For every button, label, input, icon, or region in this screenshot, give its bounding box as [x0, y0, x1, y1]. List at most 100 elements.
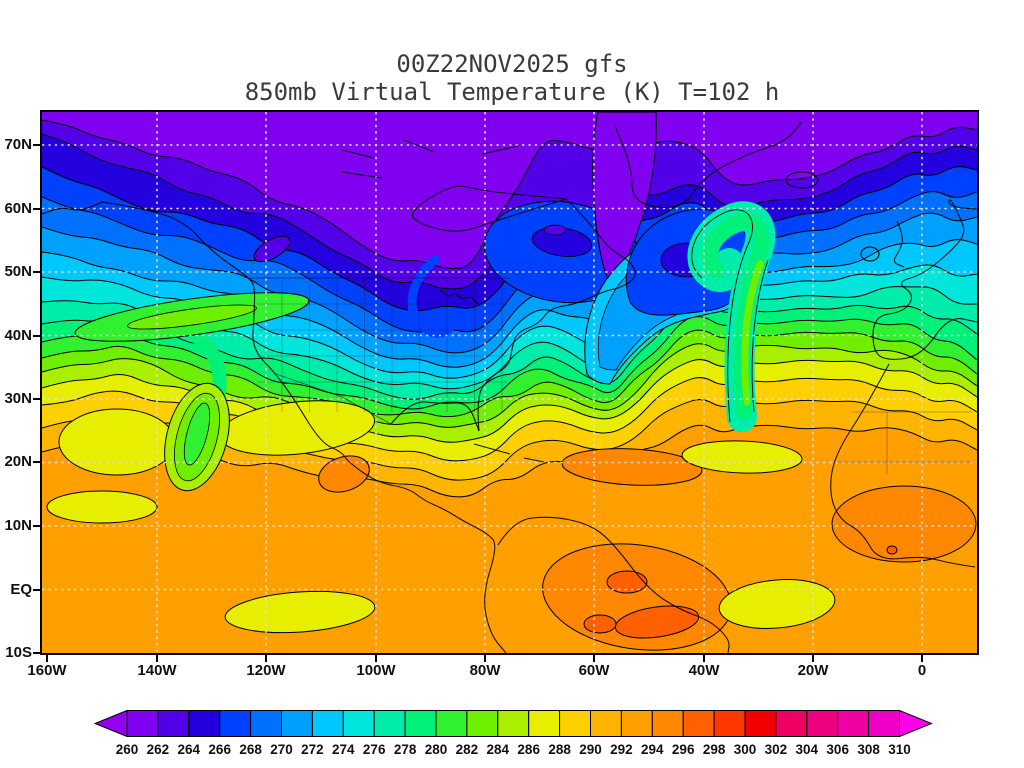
colorbar: 260 262 264 266 268 270 272 274 276 278 280 282 284 2… [93, 709, 934, 762]
colorbar-value-label: 270 [270, 742, 293, 757]
coastline [341, 149, 375, 159]
lon-tick-label: 120W [246, 662, 286, 679]
lat-tick-mark [33, 335, 41, 337]
lat-tick-mark [33, 144, 41, 146]
colorbar-value-label: 284 [487, 742, 510, 757]
lat-tick-label: 10S [5, 644, 32, 661]
chart-title: 00Z22NOV2025 gfs [396, 50, 628, 78]
lat-tick-mark [33, 589, 41, 591]
colorbar-value-label: 274 [332, 742, 355, 757]
coastline [403, 139, 435, 153]
colorbar-cell-300 [744, 710, 777, 737]
colorbar-cell-296 [682, 710, 715, 737]
colorbar-cell-292 [620, 710, 653, 737]
colorbar-cell-282 [466, 710, 499, 737]
coastline [341, 171, 383, 179]
colorbar-arrow-high [899, 709, 933, 738]
colorbar-value-label: 296 [672, 742, 695, 757]
lat-tick-mark [33, 525, 41, 527]
hot-spot [886, 545, 898, 555]
temp-patch [561, 448, 703, 486]
lon-tick-label: 20W [797, 662, 829, 679]
coastline [872, 199, 977, 360]
colorbar-value-label: 278 [394, 742, 417, 757]
yellow-pool [718, 579, 836, 629]
lat-tick-label: 60N [4, 200, 32, 217]
lon-tick-mark [921, 655, 923, 662]
colorbar-value-label: 292 [610, 742, 633, 757]
colorbar-cell-288 [559, 710, 592, 737]
yellow-pool [681, 440, 803, 474]
colorbar-value-label: 294 [641, 742, 664, 757]
lon-tick-label: 40W [688, 662, 720, 679]
lat-tick-label: 20N [4, 453, 32, 470]
coastline [101, 201, 507, 653]
lon-tick-mark [375, 655, 377, 662]
colorbar-cell-308 [868, 710, 900, 737]
colorbar-value-label: 290 [579, 742, 602, 757]
coastline [523, 457, 545, 463]
hot-spot [583, 614, 617, 634]
colorbar-cell-268 [250, 710, 283, 737]
lon-tick-label: 80W [469, 662, 501, 679]
coastline [481, 145, 519, 155]
cold-pocket [543, 224, 567, 236]
colorbar-value-label: 310 [888, 742, 911, 757]
colorbar-cell-260 [126, 710, 159, 737]
lon-tick-label: 160W [27, 662, 67, 679]
colorbar-cell-264 [188, 710, 221, 737]
colorbar-value-label: 262 [147, 742, 170, 757]
lat-tick-mark [33, 208, 41, 210]
colorbar-value-label: 282 [456, 742, 479, 757]
coastline [565, 198, 636, 289]
colorbar-arrow-low [93, 709, 128, 738]
colorbar-cell-306 [837, 710, 870, 737]
coastline [830, 363, 976, 568]
contour-line [42, 239, 977, 368]
temperature-contour-map [42, 112, 977, 653]
contour-line [751, 259, 769, 413]
contour-line [691, 209, 753, 423]
colorbar-cell-272 [311, 710, 344, 737]
temp-patch [831, 485, 977, 563]
lat-tick-label: 50N [4, 263, 32, 280]
colorbar-value-label: 276 [363, 742, 386, 757]
yellow-pool [46, 490, 158, 524]
coastline [42, 201, 103, 215]
lat-tick-label: 40N [4, 327, 32, 344]
coastline [473, 443, 511, 455]
coastline [390, 401, 480, 432]
lon-tick-mark [265, 655, 267, 662]
colorbar-value-label: 286 [517, 742, 540, 757]
lon-tick-mark [593, 655, 595, 662]
title-block: 00Z22NOV2025 gfs 850mb Virtual Temperatu… [0, 50, 1024, 106]
ireland-coast [860, 246, 880, 262]
colorbar-cell-290 [590, 710, 622, 737]
chart-subtitle: 850mb Virtual Temperature (K) T=102 h [244, 78, 780, 106]
coastline [439, 289, 479, 305]
temp-patch [318, 455, 370, 493]
colorbar-value-label: 308 [857, 742, 880, 757]
lat-tick-mark [33, 271, 41, 273]
lat-tick-mark [33, 652, 41, 654]
coastline [411, 185, 567, 232]
lon-tick-label: 0 [917, 662, 927, 679]
colorbar-cell-280 [435, 710, 468, 737]
colorbar-value-label: 264 [178, 742, 201, 757]
yellow-pool [224, 590, 376, 634]
coastline [614, 121, 803, 208]
lon-tick-mark [46, 655, 48, 662]
map-plot-area [40, 110, 979, 655]
colorbar-cell-286 [528, 710, 561, 737]
contour-line [42, 424, 977, 498]
lon-tick-mark [703, 655, 705, 662]
lat-tick-mark [33, 461, 41, 463]
lon-tick-mark [812, 655, 814, 662]
colorbar-cell-284 [497, 710, 530, 737]
colorbar-value-label: 304 [796, 742, 819, 757]
coastline [477, 287, 619, 432]
lon-tick-mark [156, 655, 158, 662]
colorbar-value-label: 300 [734, 742, 757, 757]
colorbar-value-label: 268 [239, 742, 262, 757]
colorbar-value-label: 302 [765, 742, 788, 757]
